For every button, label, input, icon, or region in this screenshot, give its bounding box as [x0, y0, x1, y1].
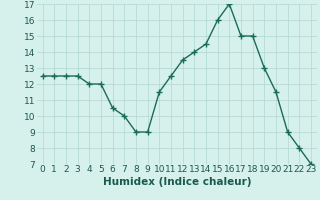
X-axis label: Humidex (Indice chaleur): Humidex (Indice chaleur) — [102, 177, 251, 187]
